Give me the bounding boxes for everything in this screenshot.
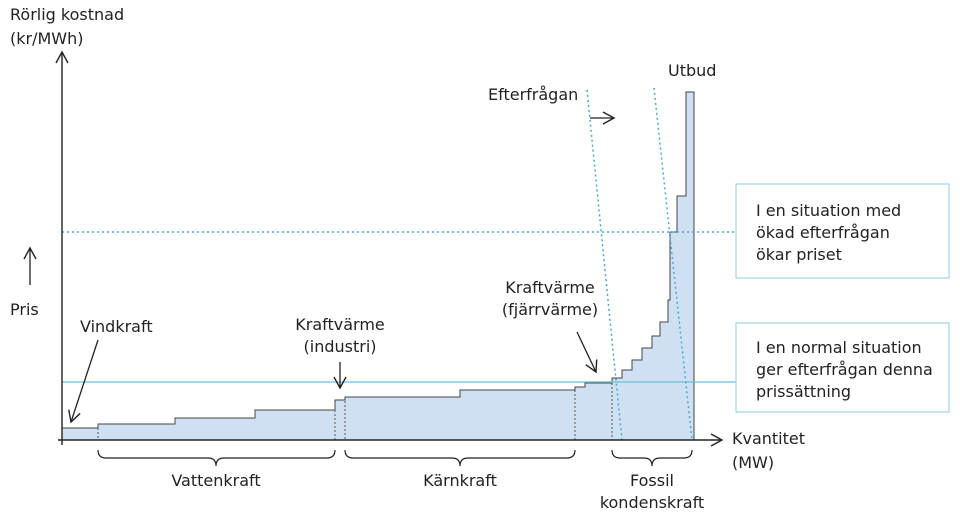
box-text: ökad efterfrågan xyxy=(756,223,890,242)
box-text: ökar priset xyxy=(756,245,842,264)
price-label: Pris xyxy=(10,300,39,319)
box-text: I en situation med xyxy=(756,201,901,220)
x-label: (MW) xyxy=(732,453,774,472)
annotation: (industri) xyxy=(304,337,377,356)
separators xyxy=(97,383,613,440)
box-text: ger efterfrågan denna xyxy=(756,360,933,379)
group-label: Fossil xyxy=(630,471,674,490)
y-label: (kr/MWh) xyxy=(10,29,83,48)
box-text: prissättning xyxy=(756,382,851,401)
group-label: kondenskraft xyxy=(600,493,704,512)
supply-label: Utbud xyxy=(668,61,716,80)
annotation: Vindkraft xyxy=(80,317,153,336)
arrow xyxy=(68,339,99,424)
annotation: Kraftvärme xyxy=(295,315,385,334)
demand-label: Efterfrågan xyxy=(488,85,578,104)
group-label: Kärnkraft xyxy=(423,471,497,490)
box-text: I en normal situation xyxy=(756,338,922,357)
x-label: Kvantitet xyxy=(732,429,805,448)
group-label: Vattenkraft xyxy=(171,471,260,490)
annotation: (fjärrvärme) xyxy=(502,300,598,319)
annotation: Kraftvärme xyxy=(505,278,595,297)
demand-line xyxy=(653,87,693,441)
arrow xyxy=(576,331,598,374)
supply-area xyxy=(61,91,695,441)
info-box xyxy=(735,322,950,413)
y-label: Rörlig kostnad xyxy=(10,5,124,24)
info-box xyxy=(735,183,950,279)
demand-line xyxy=(586,89,623,441)
braces xyxy=(97,449,693,467)
